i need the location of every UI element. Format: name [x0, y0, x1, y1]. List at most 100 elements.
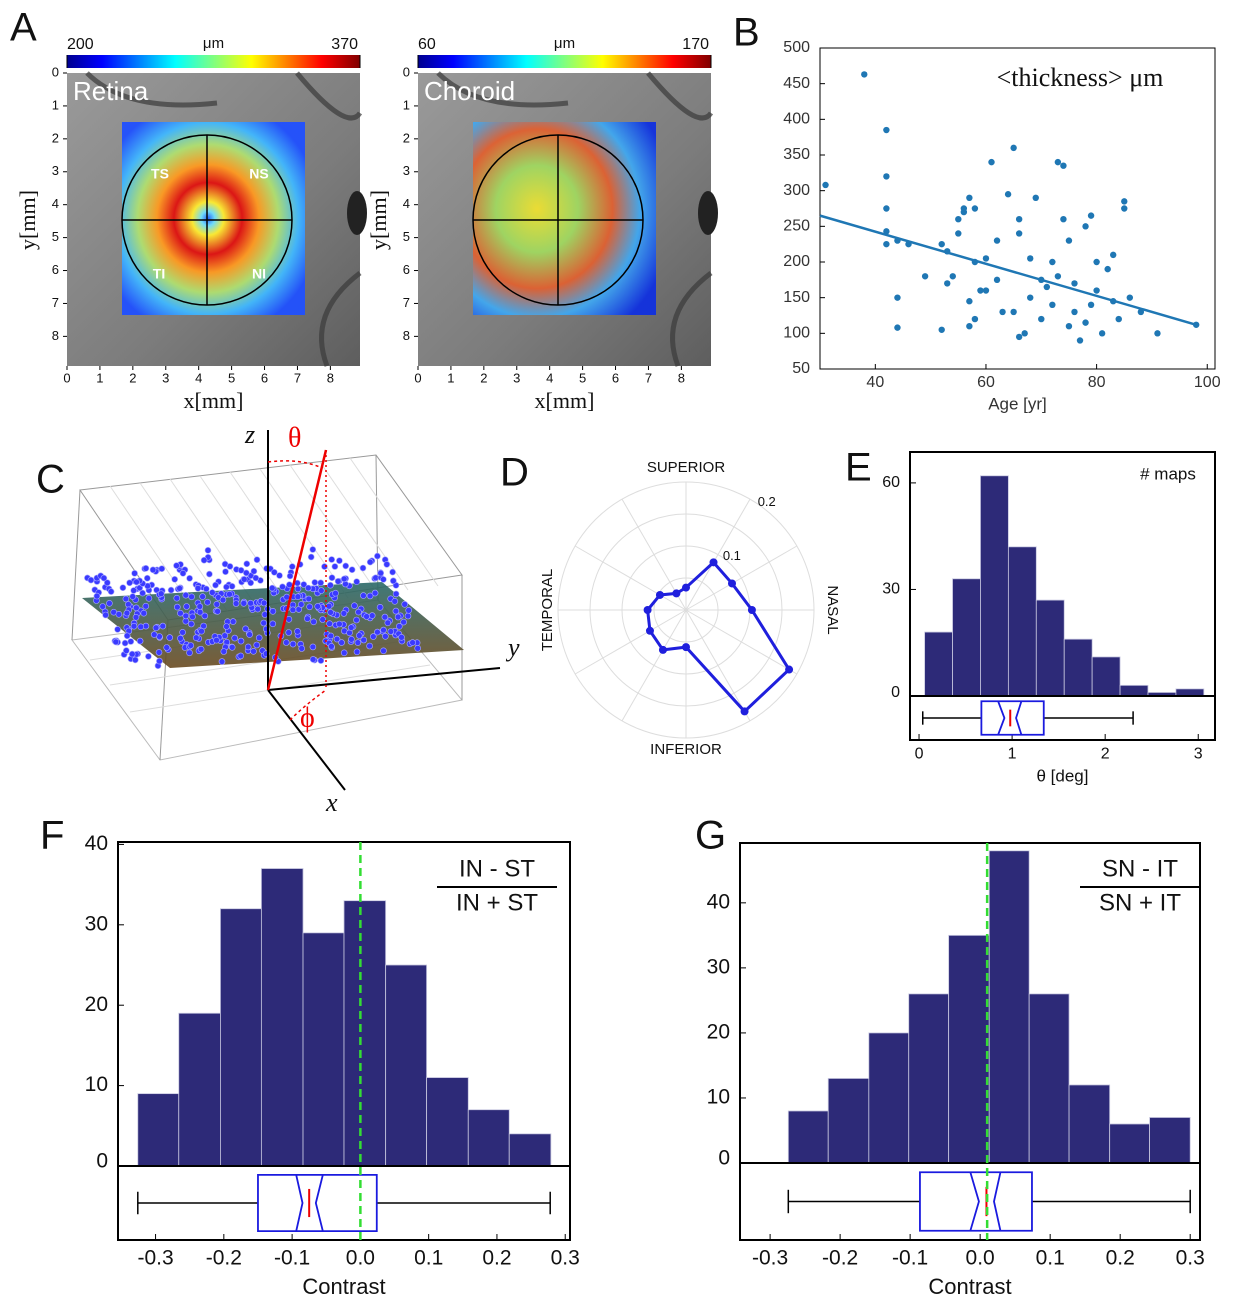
- decor-dot: [213, 636, 220, 644]
- angle-label: ϕ: [300, 702, 315, 733]
- decor-dot: [228, 643, 236, 651]
- decor-dot: [310, 618, 317, 626]
- y-tick-label: 30: [707, 955, 730, 978]
- decor-dot: [380, 626, 387, 634]
- decor-dot: [306, 603, 313, 611]
- decor-dot: [286, 572, 294, 580]
- scatter-point: [988, 158, 995, 166]
- decor-dot: [380, 576, 387, 583]
- histogram-bar: [467, 1109, 510, 1167]
- decor-dot: [260, 599, 268, 607]
- decor-dot: [200, 556, 208, 564]
- x-tick-label: 80: [1088, 374, 1106, 391]
- scatter-point: [1010, 144, 1017, 152]
- decor-dot: [289, 606, 297, 614]
- annotation: <thickness> μm: [997, 63, 1164, 92]
- decor-dot: [99, 603, 106, 610]
- polar-point: [643, 606, 652, 614]
- decor-dot: [381, 613, 389, 621]
- decor-dot: [389, 568, 396, 576]
- decor-dot: [269, 620, 277, 628]
- scatter-point: [1082, 319, 1089, 326]
- decor-dot: [317, 587, 325, 594]
- decor-dot: [115, 610, 123, 618]
- decor-dot: [294, 585, 302, 593]
- scatter-point: [1015, 216, 1023, 223]
- spoke: [574, 545, 687, 611]
- axis-label: z: [244, 420, 255, 449]
- decor-dot: [398, 633, 405, 641]
- y-tick-label: 8: [52, 328, 59, 343]
- histogram-bar: [868, 1032, 910, 1164]
- y-tick-label: 0: [403, 64, 410, 79]
- decor-dot: [405, 606, 413, 614]
- x-tick-label: -0.2: [206, 1246, 242, 1269]
- panel-letter: B: [733, 11, 760, 55]
- vessel: [295, 71, 363, 121]
- decor-dot: [394, 613, 402, 621]
- x-tick-label: 8: [678, 370, 685, 385]
- histogram-bar: [137, 1093, 180, 1167]
- scatter-point: [1010, 308, 1017, 316]
- polar-point: [740, 707, 749, 716]
- decor-dot: [223, 583, 230, 591]
- decor-dot: [186, 649, 193, 657]
- decor-dot: [325, 602, 333, 610]
- y-tick-label: 3: [403, 163, 410, 178]
- decor-dot: [368, 612, 376, 619]
- decor-dot: [237, 637, 245, 645]
- decor-dot: [253, 556, 261, 564]
- colorbar-label: μm: [554, 35, 575, 52]
- decor-dot: [309, 656, 317, 663]
- decor-dot: [106, 599, 113, 607]
- r-tick-label: 0.1: [723, 548, 741, 563]
- scatter-point: [861, 71, 868, 78]
- histogram-bar: [1091, 656, 1121, 697]
- y-tick-label: 30: [882, 581, 900, 598]
- decor-dot: [366, 558, 374, 566]
- decor-dot: [286, 581, 293, 589]
- decor-dot: [305, 595, 313, 603]
- decor-dot: [317, 579, 325, 587]
- decor-dot: [201, 612, 209, 620]
- decor-dot: [268, 584, 276, 592]
- optic-disc: [347, 191, 367, 235]
- decor-dot: [197, 645, 205, 653]
- polar-point: [672, 589, 681, 598]
- y-tick-label: 0: [718, 1146, 730, 1169]
- scatter-point: [1015, 333, 1023, 341]
- y-tick-label: 1: [403, 97, 410, 112]
- decor-dot: [328, 642, 335, 650]
- scatter-point: [1082, 223, 1089, 230]
- decor-dot: [404, 612, 412, 620]
- y-tick-label: 400: [783, 111, 810, 128]
- decor-dot: [250, 567, 258, 575]
- x-axis-label: x[mm]: [535, 388, 595, 413]
- decor-dot: [130, 622, 138, 630]
- 3d-diagram: [71, 430, 501, 791]
- decor-dot: [328, 556, 336, 563]
- decor-dot: [347, 624, 355, 631]
- scatter-point: [1154, 330, 1161, 337]
- x-tick-label: 0.2: [482, 1246, 511, 1269]
- scatter-point: [971, 315, 979, 323]
- decor-dot: [332, 589, 339, 597]
- x-tick-label: -0.3: [752, 1246, 788, 1269]
- histogram-bar: [1068, 1084, 1111, 1164]
- decor-dot: [247, 599, 254, 607]
- colorbar-tick-label: 60: [418, 36, 436, 53]
- x-tick-label: 4: [546, 370, 553, 385]
- decor-dot: [327, 581, 334, 589]
- panel-letter: A: [10, 6, 37, 50]
- x-tick-label: 0.0: [346, 1246, 375, 1269]
- spoke: [685, 609, 798, 675]
- histogram-bar: [426, 1077, 469, 1167]
- decor-dot: [150, 631, 158, 638]
- decor-dot: [243, 569, 250, 577]
- decor-dot: [209, 589, 216, 596]
- scatter-point: [1121, 205, 1128, 212]
- decor-dot: [288, 563, 296, 570]
- axis-label: y: [505, 633, 520, 662]
- spoke: [685, 545, 798, 611]
- plot-frame: [739, 842, 1201, 1241]
